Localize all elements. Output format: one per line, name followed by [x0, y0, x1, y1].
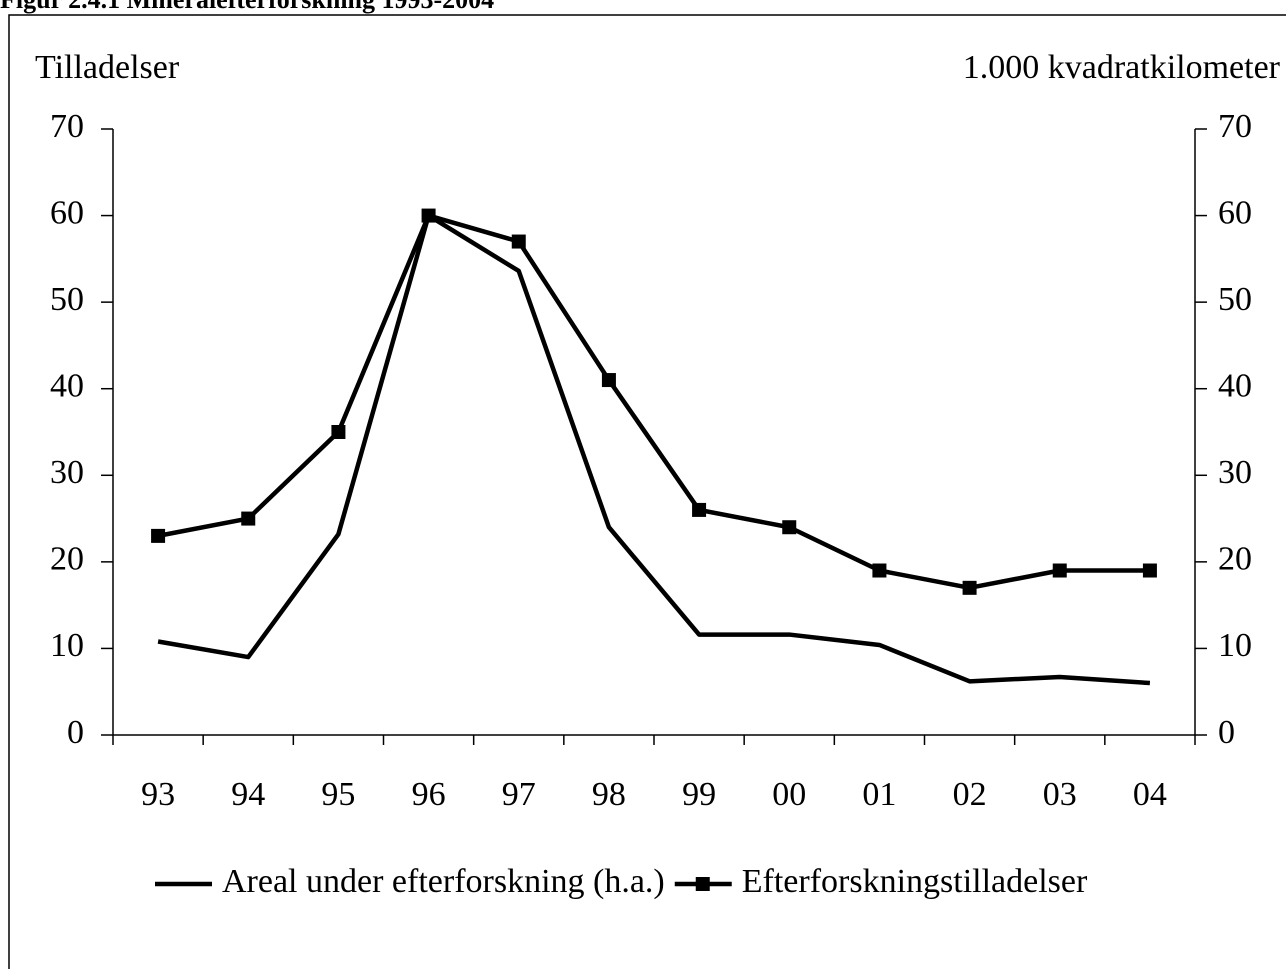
- y-tick-label: 70: [50, 108, 84, 145]
- x-tick-label: 00: [772, 776, 806, 813]
- chart-title: Figur 2.4.1 Mineralefterforskning 1993-2…: [0, 0, 494, 14]
- frame: [8, 14, 1286, 969]
- marker: [241, 511, 256, 526]
- y-tick-label: 60: [50, 194, 84, 231]
- y-tick-label: 40: [50, 368, 84, 405]
- x-tick-label: 03: [1043, 776, 1077, 813]
- marker: [1142, 563, 1157, 578]
- y-axis-label: Tilladelser: [35, 49, 180, 86]
- marker: [962, 580, 977, 595]
- x-tick-label: 97: [502, 776, 536, 813]
- y-tick-label: 0: [67, 714, 84, 751]
- x-tick-label: 99: [682, 776, 716, 813]
- y2-tick-label: 50: [1218, 281, 1252, 318]
- legend-label: Efterforskningstilladelser: [742, 863, 1088, 900]
- y2-tick-label: 70: [1218, 108, 1252, 145]
- x-tick-label: 93: [141, 776, 175, 813]
- x-tick-label: 95: [321, 776, 355, 813]
- legend-label: Areal under efterforskning (h.a.): [222, 863, 665, 900]
- x-tick-label: 94: [231, 776, 265, 813]
- y2-tick-label: 0: [1218, 714, 1235, 751]
- x-tick-label: 01: [862, 776, 896, 813]
- y2-tick-label: 30: [1218, 454, 1252, 491]
- x-tick-label: 04: [1133, 776, 1167, 813]
- x-tick-label: 98: [592, 776, 626, 813]
- y-tick-label: 20: [50, 541, 84, 578]
- series-line: [157, 213, 1151, 686]
- marker: [692, 502, 707, 517]
- y2-tick-label: 10: [1218, 627, 1252, 664]
- marker: [331, 425, 346, 439]
- x-tick-label: 02: [953, 776, 987, 813]
- y-tick-label: 30: [50, 454, 84, 491]
- legend-marker: [695, 877, 710, 891]
- series-line: [157, 213, 1150, 591]
- marker: [601, 373, 616, 388]
- marker: [1052, 563, 1067, 578]
- marker: [151, 528, 166, 543]
- x-tick-label: 96: [412, 776, 446, 813]
- y2-tick-label: 40: [1218, 368, 1252, 405]
- y2-axis-label: 1.000 kvadratkilometer: [963, 49, 1281, 86]
- y-tick-label: 10: [50, 627, 84, 664]
- marker: [421, 208, 436, 223]
- y2-tick-label: 20: [1218, 541, 1252, 578]
- y-tick-label: 50: [50, 281, 84, 318]
- y2-tick-label: 60: [1218, 194, 1252, 231]
- marker: [782, 520, 797, 535]
- marker: [872, 563, 887, 578]
- marker: [511, 234, 526, 249]
